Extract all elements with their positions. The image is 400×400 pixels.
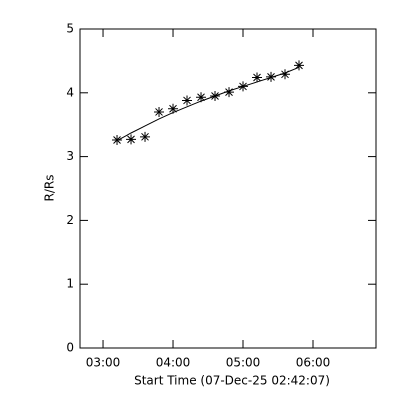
y-tick-label: 2 [66,213,74,227]
y-tick-label: 5 [66,22,74,36]
asterisk-point [294,60,305,71]
x-tick-label: 06:00 [296,356,331,370]
asterisk-point [182,95,193,106]
asterisk-point [168,103,179,114]
y-tick-label: 3 [66,149,74,163]
asterisk-point [280,69,291,80]
x-tick-label: 05:00 [226,356,261,370]
y-tick-label: 1 [66,277,74,291]
asterisk-point [224,87,235,98]
asterisk-point [154,106,165,117]
y-tick-label: 0 [66,341,74,355]
asterisk-point [112,135,123,146]
asterisk-point [252,72,263,83]
asterisk-point [196,92,207,103]
fit-line [116,66,300,142]
asterisk-point [140,131,151,142]
asterisk-point [266,71,277,82]
x-tick-label: 04:00 [156,356,191,370]
plot-frame [79,28,377,349]
x-tick-label: 03:00 [86,356,121,370]
asterisk-point [126,134,137,145]
x-axis-label: Start Time (07-Dec-25 02:42:07) [134,374,330,388]
y-axis-label: R/Rs [43,175,57,202]
y-tick-label: 4 [66,85,74,99]
